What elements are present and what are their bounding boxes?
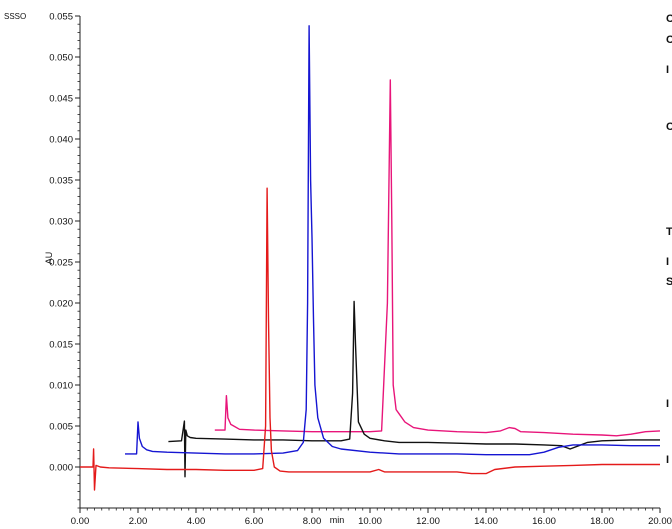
y-tick-label: 0.050 xyxy=(49,53,73,64)
y-axis-label: AU xyxy=(44,252,54,265)
x-tick-label: 18.00 xyxy=(590,516,614,524)
x-tick-label: 8.00 xyxy=(303,516,322,524)
x-axis-label: min xyxy=(330,515,345,524)
right-edge-glyph: C xyxy=(666,34,672,46)
y-tick-label: 0.015 xyxy=(49,340,73,351)
x-tick-label: 14.00 xyxy=(474,516,498,524)
y-tick-label: 0.030 xyxy=(49,217,73,228)
x-tick-label: 2.00 xyxy=(129,516,148,524)
y-tick-label: 0.055 xyxy=(49,12,73,23)
series-layer xyxy=(80,25,661,491)
series-line-1 xyxy=(168,300,660,478)
right-edge-glyph: T xyxy=(666,226,672,238)
right-edge-glyph: C xyxy=(666,121,672,133)
y-tick-label: 0.025 xyxy=(49,258,73,269)
right-edge-glyph: S xyxy=(666,276,672,288)
y-tick-label: 0.045 xyxy=(49,94,73,105)
x-tick-label: 12.00 xyxy=(416,516,440,524)
y-tick-label: 0.010 xyxy=(49,381,73,392)
right-edge-glyph: I xyxy=(666,398,669,410)
series-line-0 xyxy=(214,79,661,437)
series-line-3 xyxy=(80,187,660,491)
corner-label: SSSO xyxy=(4,12,26,21)
x-tick-label: 6.00 xyxy=(245,516,264,524)
y-tick-label: 0.000 xyxy=(49,463,73,474)
axes-layer: 0.055 0.050 0.045 0.040 0.035 0.030 0.025 0.020… xyxy=(49,12,672,528)
x-tick-label: 16.00 xyxy=(532,516,556,524)
right-edge-glyph: C xyxy=(666,13,672,25)
y-tick-label: 0.005 xyxy=(49,422,73,433)
y-tick-label: 0.035 xyxy=(49,176,73,187)
right-edge-glyph: I xyxy=(666,64,669,76)
x-tick-label: 10.00 xyxy=(358,516,382,524)
right-edge-glyph: I xyxy=(666,256,669,268)
y-tick-label: 0.020 xyxy=(49,299,73,310)
y-tick-label: 0.040 xyxy=(49,135,73,146)
x-tick-label: 0.00 xyxy=(71,516,90,524)
x-tick-label: 4.00 xyxy=(187,516,206,524)
series-line-2 xyxy=(125,25,660,456)
right-edge-glyph: I xyxy=(666,454,669,466)
x-tick-label: 20.00 xyxy=(648,516,672,524)
